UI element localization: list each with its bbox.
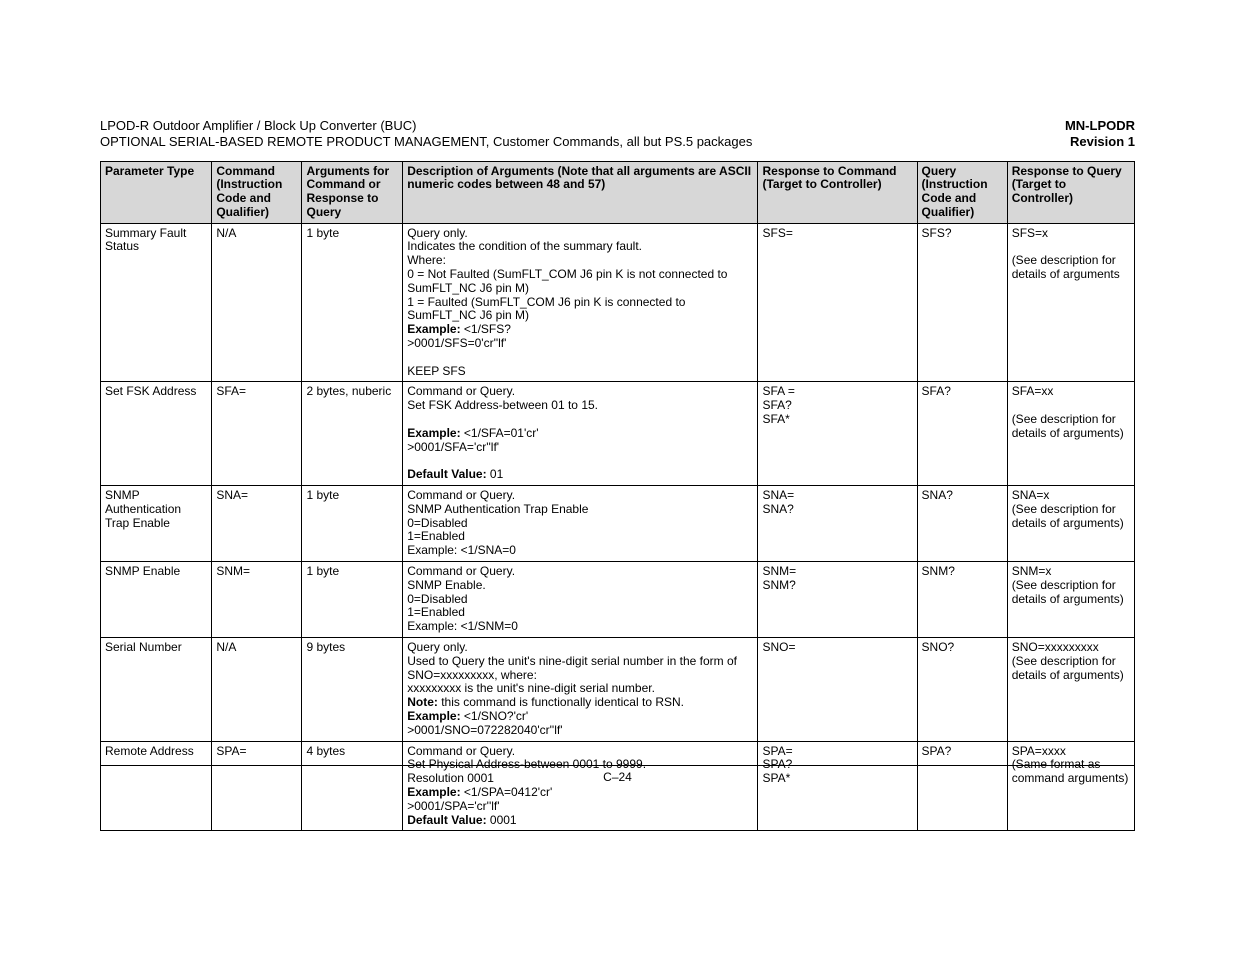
- col-header-respcmd: Response to Command (Target to Controlle…: [758, 161, 917, 223]
- cell-parameter-type: SNMP Authentication Trap Enable: [101, 486, 212, 562]
- cell-response-to-command: SNA=SNA?: [758, 486, 917, 562]
- cell-arguments: 9 bytes: [302, 638, 403, 742]
- doc-id: MN-LPODR: [1065, 118, 1135, 134]
- cell-description: Command or Query.Set Physical Address-be…: [403, 741, 758, 831]
- table-row: SNMP Authentication Trap EnableSNA=1 byt…: [101, 486, 1135, 562]
- cell-query: SPA?: [917, 741, 1007, 831]
- col-header-query: Query (Instruction Code and Qualifier): [917, 161, 1007, 223]
- header-right: MN-LPODR Revision 1: [1065, 118, 1135, 151]
- cell-parameter-type: Set FSK Address: [101, 382, 212, 486]
- col-header-args: Arguments for Command or Response to Que…: [302, 161, 403, 223]
- cell-description: Command or Query.SNMP Enable.0=Disabled1…: [403, 562, 758, 638]
- table-row: Remote AddressSPA=4 bytesCommand or Quer…: [101, 741, 1135, 831]
- cell-parameter-type: Summary Fault Status: [101, 223, 212, 382]
- cell-response-to-query: SPA=xxxx(Same format as command argument…: [1007, 741, 1134, 831]
- cell-response-to-query: SNO=xxxxxxxxx(See description for detail…: [1007, 638, 1134, 742]
- document-page: LPOD-R Outdoor Amplifier / Block Up Conv…: [0, 0, 1235, 954]
- cell-description: Query only.Indicates the condition of th…: [403, 223, 758, 382]
- cell-arguments: 1 byte: [302, 562, 403, 638]
- page-footer: C–24: [100, 765, 1135, 784]
- cell-response-to-command: SFS=: [758, 223, 917, 382]
- cell-parameter-type: SNMP Enable: [101, 562, 212, 638]
- table-head: Parameter Type Command (Instruction Code…: [101, 161, 1135, 223]
- cell-response-to-command: SNM=SNM?: [758, 562, 917, 638]
- col-header-command: Command (Instruction Code and Qualifier): [212, 161, 302, 223]
- page-number: C–24: [100, 770, 1135, 784]
- cell-description: Query only.Used to Query the unit's nine…: [403, 638, 758, 742]
- doc-revision: Revision 1: [1065, 134, 1135, 150]
- table-body: Summary Fault StatusN/A1 byteQuery only.…: [101, 223, 1135, 831]
- cell-command: SFA=: [212, 382, 302, 486]
- cell-arguments: 1 byte: [302, 223, 403, 382]
- cell-response-to-command: SPA=SPA?SPA*: [758, 741, 917, 831]
- cell-command: N/A: [212, 223, 302, 382]
- cell-response-to-query: SNA=x(See description for details of arg…: [1007, 486, 1134, 562]
- cell-command: SPA=: [212, 741, 302, 831]
- col-header-desc: Description of Arguments (Note that all …: [403, 161, 758, 223]
- cell-response-to-query: SFA=xx(See description for details of ar…: [1007, 382, 1134, 486]
- cell-command: SNM=: [212, 562, 302, 638]
- cell-query: SFS?: [917, 223, 1007, 382]
- page-header: LPOD-R Outdoor Amplifier / Block Up Conv…: [100, 118, 1135, 151]
- table-row: Set FSK AddressSFA=2 bytes, nubericComma…: [101, 382, 1135, 486]
- cell-response-to-query: SNM=x(See description for details of arg…: [1007, 562, 1134, 638]
- table-row: SNMP EnableSNM=1 byteCommand or Query.SN…: [101, 562, 1135, 638]
- cell-parameter-type: Remote Address: [101, 741, 212, 831]
- doc-title-line2: OPTIONAL SERIAL-BASED REMOTE PRODUCT MAN…: [100, 134, 1065, 150]
- cell-response-to-query: SFS=x(See description for details of arg…: [1007, 223, 1134, 382]
- cell-query: SNO?: [917, 638, 1007, 742]
- cell-query: SFA?: [917, 382, 1007, 486]
- cell-arguments: 2 bytes, nuberic: [302, 382, 403, 486]
- cell-query: SNM?: [917, 562, 1007, 638]
- header-left: LPOD-R Outdoor Amplifier / Block Up Conv…: [100, 118, 1065, 151]
- cell-query: SNA?: [917, 486, 1007, 562]
- cell-arguments: 4 bytes: [302, 741, 403, 831]
- cell-command: SNA=: [212, 486, 302, 562]
- doc-title-line1: LPOD-R Outdoor Amplifier / Block Up Conv…: [100, 118, 1065, 134]
- footer-rule: [100, 765, 1135, 766]
- cell-description: Command or Query.SNMP Authentication Tra…: [403, 486, 758, 562]
- col-header-respq: Response to Query (Target to Controller): [1007, 161, 1134, 223]
- command-table: Parameter Type Command (Instruction Code…: [100, 161, 1135, 832]
- col-header-param: Parameter Type: [101, 161, 212, 223]
- table-header-row: Parameter Type Command (Instruction Code…: [101, 161, 1135, 223]
- cell-description: Command or Query.Set FSK Address-between…: [403, 382, 758, 486]
- table-row: Serial NumberN/A9 bytesQuery only.Used t…: [101, 638, 1135, 742]
- cell-response-to-command: SFA =SFA?SFA*: [758, 382, 917, 486]
- table-row: Summary Fault StatusN/A1 byteQuery only.…: [101, 223, 1135, 382]
- cell-arguments: 1 byte: [302, 486, 403, 562]
- cell-parameter-type: Serial Number: [101, 638, 212, 742]
- cell-response-to-command: SNO=: [758, 638, 917, 742]
- cell-command: N/A: [212, 638, 302, 742]
